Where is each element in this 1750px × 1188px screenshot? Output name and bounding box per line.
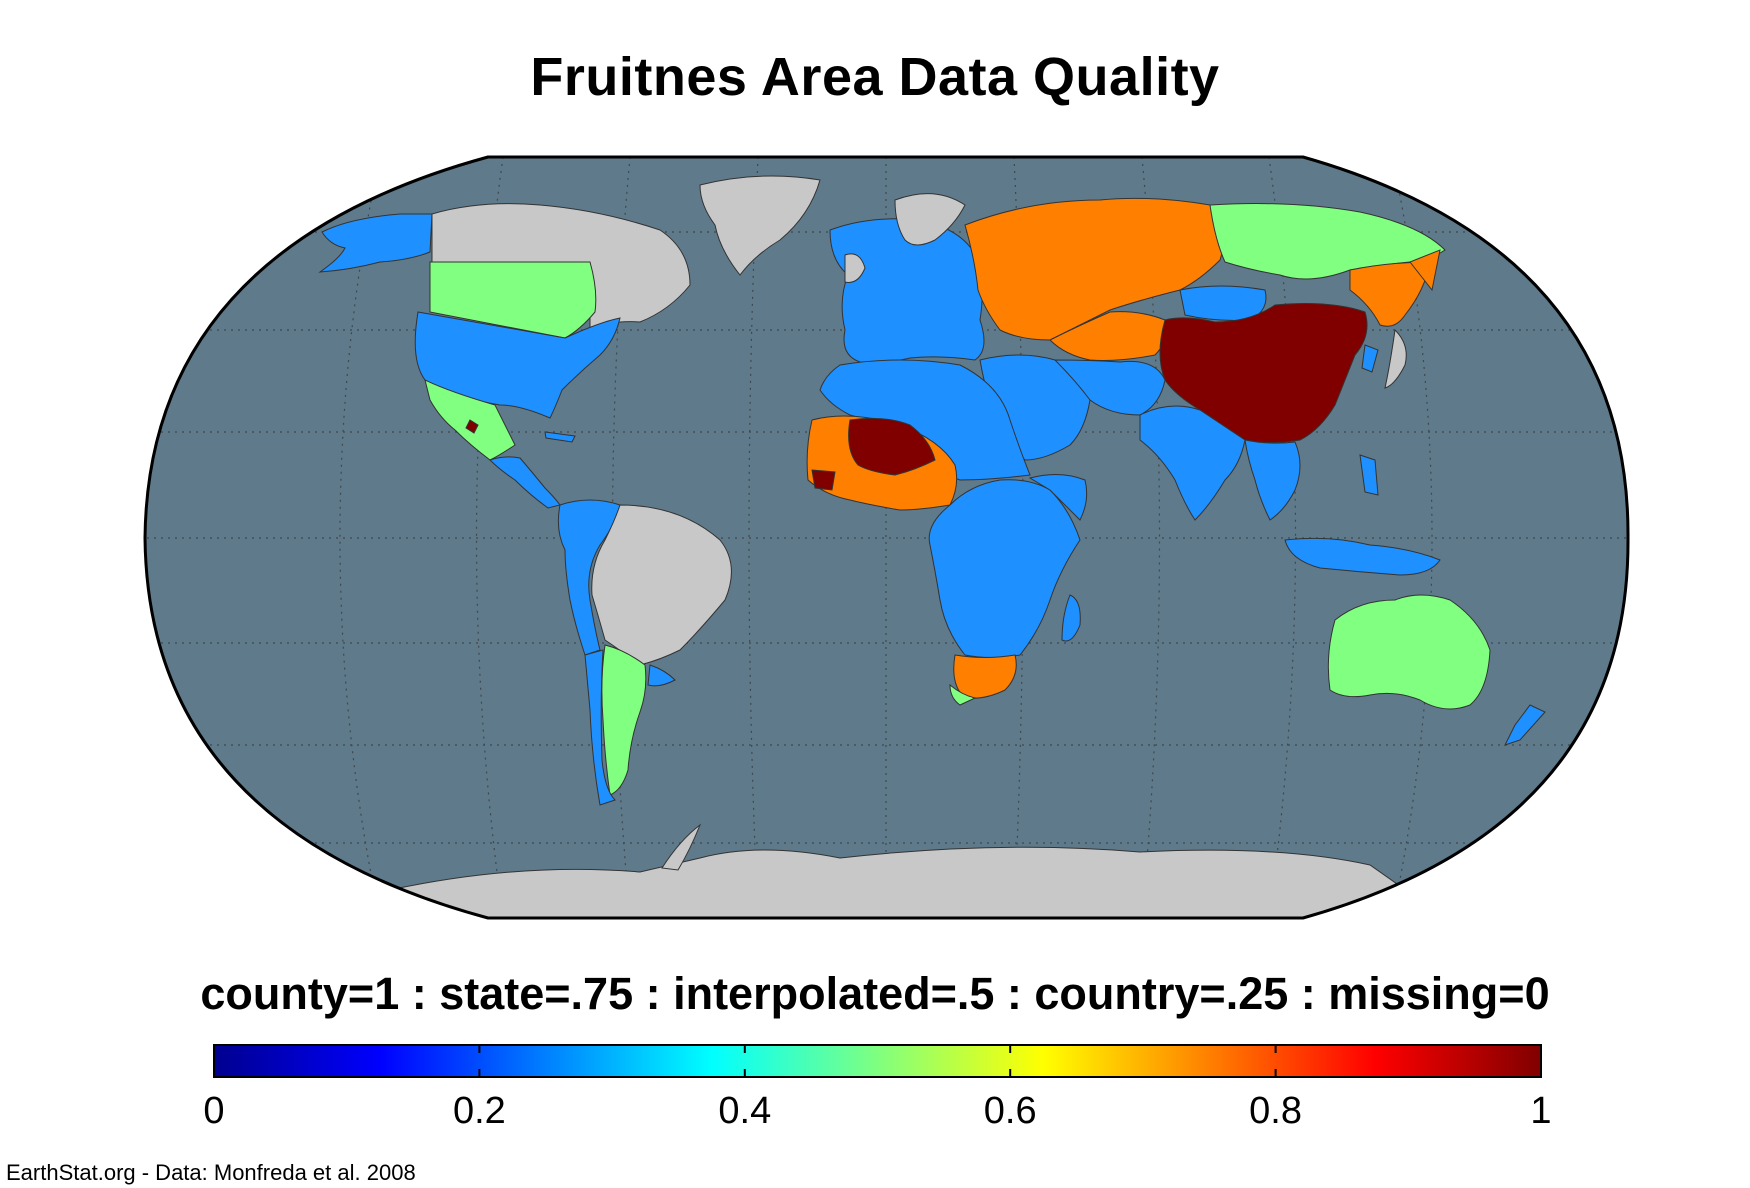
region-uk bbox=[844, 253, 866, 283]
colorbar-tick-label: 0.4 bbox=[718, 1090, 772, 1132]
region-china bbox=[1159, 303, 1368, 443]
region-central-east-africa bbox=[928, 479, 1081, 658]
colorbar-tick-label: 0.6 bbox=[983, 1090, 1037, 1132]
region-indonesia bbox=[1284, 537, 1441, 576]
region-new-zealand bbox=[1504, 704, 1546, 746]
colorbar-tick-label: 1 bbox=[1530, 1090, 1552, 1132]
region-antarctic-peninsula bbox=[661, 823, 702, 871]
region-mexico-hotspot bbox=[465, 419, 479, 434]
region-central-america bbox=[489, 456, 561, 509]
colorbar-tick-label: 0.2 bbox=[452, 1090, 506, 1132]
colorbar-ticks bbox=[213, 1045, 1542, 1077]
region-kamchatka bbox=[1409, 249, 1441, 292]
region-greenland bbox=[699, 175, 821, 276]
region-uruguay bbox=[647, 664, 676, 687]
region-alaska bbox=[318, 213, 433, 273]
region-senegal bbox=[811, 469, 836, 491]
region-japan bbox=[1384, 328, 1407, 389]
graticule bbox=[145, 157, 1629, 918]
region-iran-central-asia bbox=[1053, 359, 1166, 416]
credit-text: EarthStat.org - Data: Monfreda et al. 20… bbox=[6, 1160, 416, 1185]
land-regions bbox=[318, 175, 1546, 918]
map-title: Fruitnes Area Data Quality bbox=[530, 47, 1220, 107]
region-brazil bbox=[591, 504, 732, 666]
region-russia-west bbox=[964, 197, 1224, 341]
region-west-africa-sahel bbox=[848, 417, 936, 476]
region-russia-far-east bbox=[1349, 261, 1431, 327]
globe-outline bbox=[143, 155, 1630, 920]
region-argentina bbox=[601, 644, 647, 796]
region-india bbox=[1139, 405, 1246, 521]
region-south-africa bbox=[953, 654, 1017, 699]
region-south-africa-cape bbox=[949, 683, 977, 706]
region-chile bbox=[584, 649, 616, 806]
region-madagascar bbox=[1061, 594, 1081, 642]
region-horn-of-africa bbox=[1028, 474, 1088, 521]
colorbar bbox=[213, 1044, 1542, 1078]
region-north-africa bbox=[819, 359, 1031, 481]
region-scandinavia bbox=[894, 193, 966, 246]
region-caribbean bbox=[544, 431, 576, 443]
region-southeast-asia bbox=[1244, 439, 1301, 521]
colorbar-tick-label: 0.8 bbox=[1249, 1090, 1302, 1132]
region-mongolia bbox=[1179, 285, 1267, 321]
region-korea bbox=[1361, 344, 1379, 373]
region-philippines bbox=[1359, 454, 1379, 496]
region-antarctica bbox=[379, 846, 1421, 918]
colorbar-tick-label: 0 bbox=[203, 1090, 225, 1132]
region-australia bbox=[1327, 594, 1491, 710]
quality-legend-text: county=1 : state=.75 : interpolated=.5 :… bbox=[200, 968, 1550, 1019]
